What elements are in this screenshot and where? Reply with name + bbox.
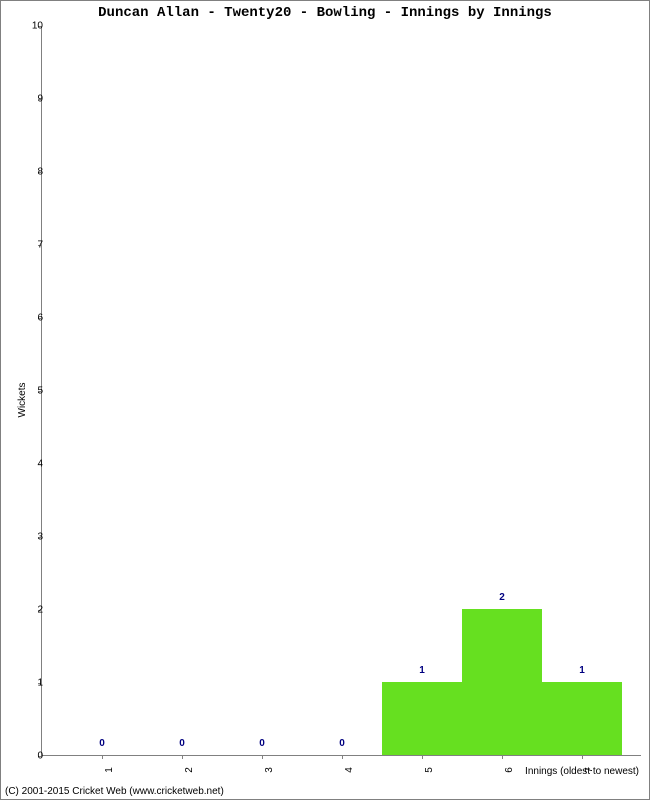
y-tick-label: 8 xyxy=(37,167,43,178)
bar-value-label: 0 xyxy=(339,738,345,749)
x-axis-label: Innings (oldest to newest) xyxy=(525,766,639,777)
x-tick-label: 4 xyxy=(344,767,355,773)
y-tick-label: 9 xyxy=(37,94,43,105)
y-tick-label: 10 xyxy=(32,21,43,32)
y-tick-label: 2 xyxy=(37,605,43,616)
bar xyxy=(462,609,542,755)
y-tick-label: 1 xyxy=(37,678,43,689)
x-tick xyxy=(262,755,263,759)
x-tick xyxy=(342,755,343,759)
x-tick-label: 7 xyxy=(584,767,595,773)
bar-value-label: 1 xyxy=(579,665,585,676)
y-axis-label: Wickets xyxy=(17,383,28,418)
chart-container: Duncan Allan - Twenty20 - Bowling - Inni… xyxy=(0,0,650,800)
x-tick xyxy=(182,755,183,759)
bar xyxy=(382,682,462,755)
bar xyxy=(542,682,622,755)
y-tick-label: 0 xyxy=(37,751,43,762)
bar-value-label: 0 xyxy=(179,738,185,749)
copyright-text: (C) 2001-2015 Cricket Web (www.cricketwe… xyxy=(5,786,224,797)
x-tick xyxy=(502,755,503,759)
x-tick-label: 3 xyxy=(264,767,275,773)
x-tick-label: 5 xyxy=(424,767,435,773)
x-tick xyxy=(582,755,583,759)
bar-value-label: 0 xyxy=(259,738,265,749)
y-tick-label: 6 xyxy=(37,313,43,324)
x-tick xyxy=(422,755,423,759)
chart-title: Duncan Allan - Twenty20 - Bowling - Inni… xyxy=(1,5,649,21)
y-tick-label: 3 xyxy=(37,532,43,543)
bar-value-label: 1 xyxy=(419,665,425,676)
y-tick-label: 5 xyxy=(37,386,43,397)
plot-area: 0 0 0 0 1 2 1 xyxy=(41,26,641,756)
bar-value-label: 0 xyxy=(99,738,105,749)
x-tick-label: 2 xyxy=(184,767,195,773)
bar-value-label: 2 xyxy=(499,592,505,603)
x-tick-label: 6 xyxy=(504,767,515,773)
y-tick-label: 4 xyxy=(37,459,43,470)
x-tick xyxy=(102,755,103,759)
x-tick-label: 1 xyxy=(104,767,115,773)
y-tick-label: 7 xyxy=(37,240,43,251)
